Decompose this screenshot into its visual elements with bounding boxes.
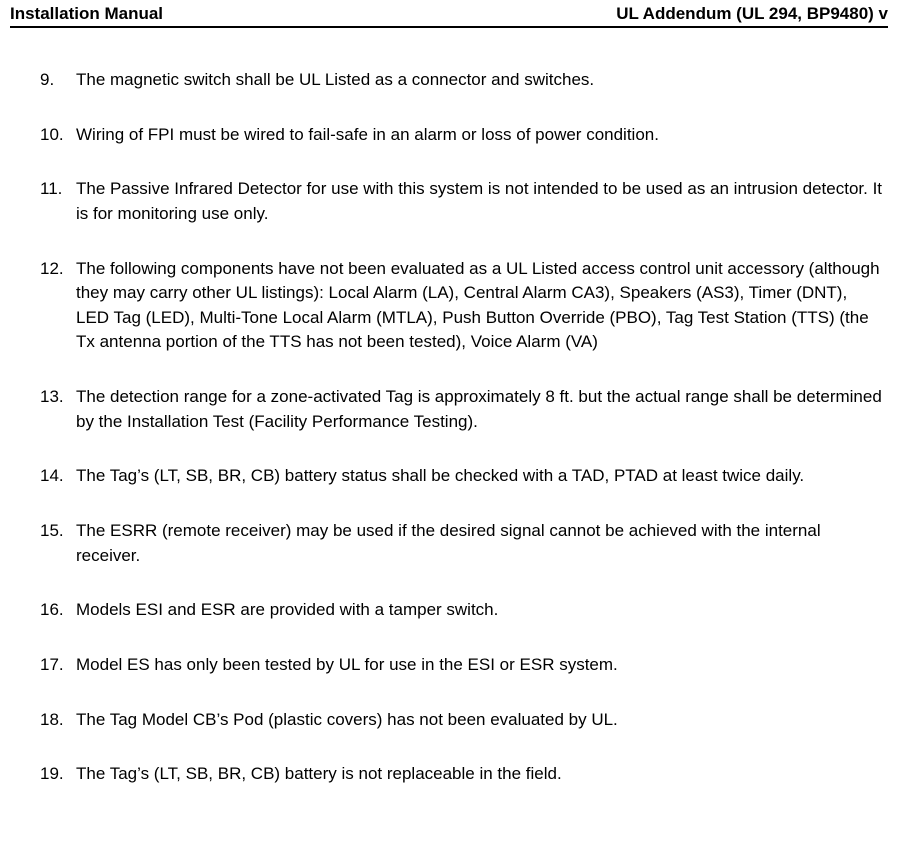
list-item: 9. The magnetic switch shall be UL Liste… [40,68,884,93]
list-item-number: 13. [40,385,76,434]
list-item-text: The detection range for a zone-activated… [76,385,884,434]
list-item-text: Model ES has only been tested by UL for … [76,653,884,678]
list-item: 10. Wiring of FPI must be wired to fail-… [40,123,884,148]
list-item-number: 19. [40,762,76,787]
numbered-list: 9. The magnetic switch shall be UL Liste… [10,68,888,787]
list-item-number: 12. [40,257,76,356]
list-item: 19. The Tag’s (LT, SB, BR, CB) battery i… [40,762,884,787]
list-item-number: 9. [40,68,76,93]
list-item: 13. The detection range for a zone-activ… [40,385,884,434]
list-item-number: 10. [40,123,76,148]
list-item: 17. Model ES has only been tested by UL … [40,653,884,678]
list-item-text: The Tag’s (LT, SB, BR, CB) battery is no… [76,762,884,787]
page: Installation Manual UL Addendum (UL 294,… [0,0,898,844]
header-right: UL Addendum (UL 294, BP9480) v [616,4,888,24]
list-item-text: The ESRR (remote receiver) may be used i… [76,519,884,568]
list-item-number: 18. [40,708,76,733]
list-item-text: The Passive Infrared Detector for use wi… [76,177,884,226]
list-item-number: 17. [40,653,76,678]
list-item-text: Models ESI and ESR are provided with a t… [76,598,884,623]
list-item-text: Wiring of FPI must be wired to fail-safe… [76,123,884,148]
list-item-number: 11. [40,177,76,226]
list-item-text: The magnetic switch shall be UL Listed a… [76,68,884,93]
list-item: 15. The ESRR (remote receiver) may be us… [40,519,884,568]
page-header: Installation Manual UL Addendum (UL 294,… [10,4,888,28]
header-left: Installation Manual [10,4,163,24]
list-item-text: The following components have not been e… [76,257,884,356]
list-item-number: 15. [40,519,76,568]
list-item: 16. Models ESI and ESR are provided with… [40,598,884,623]
list-item-text: The Tag Model CB’s Pod (plastic covers) … [76,708,884,733]
list-item-number: 16. [40,598,76,623]
list-item-number: 14. [40,464,76,489]
list-item-text: The Tag’s (LT, SB, BR, CB) battery statu… [76,464,884,489]
list-item: 14. The Tag’s (LT, SB, BR, CB) battery s… [40,464,884,489]
list-item: 11. The Passive Infrared Detector for us… [40,177,884,226]
list-item: 18. The Tag Model CB’s Pod (plastic cove… [40,708,884,733]
list-item: 12. The following components have not be… [40,257,884,356]
